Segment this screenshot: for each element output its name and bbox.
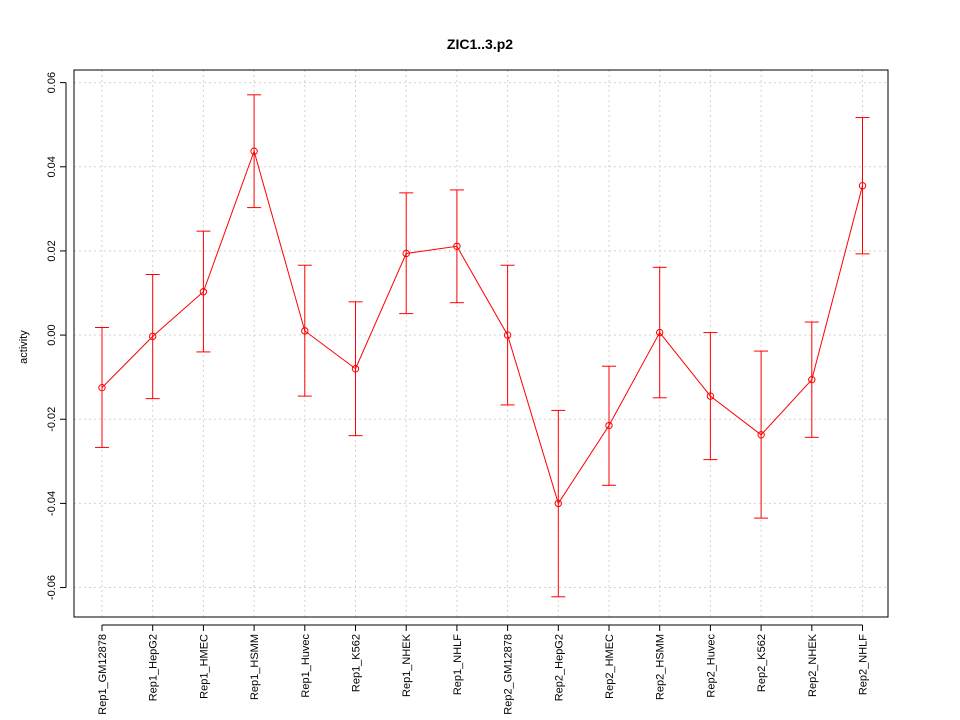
x-tick-label: Rep2_HepG2 (553, 634, 565, 701)
x-tick-label: Rep2_Huvec (705, 634, 717, 698)
data-point (98, 383, 106, 392)
y-tick-label: 0.00 (46, 324, 58, 345)
data-point (808, 375, 816, 384)
y-tick-label: -0.06 (46, 575, 58, 600)
x-tick-label: Rep1_HepG2 (148, 634, 160, 701)
chart-title: ZIC1..3.p2 (447, 36, 513, 52)
x-tick-label: Rep1_Huvec (300, 634, 312, 698)
x-tick-label: Rep1_HSMM (249, 634, 261, 700)
y-axis: 0.06 0.04 0.02 0.00 -0.02 -0.04 -0.06 (46, 72, 67, 600)
data-point (656, 328, 664, 337)
y-tick-label: 0.02 (46, 240, 58, 261)
data-point (554, 499, 562, 508)
y-tick-label: -0.04 (46, 491, 58, 516)
error-bars (95, 94, 870, 598)
y-tick-label: -0.02 (46, 407, 58, 432)
data-point (351, 365, 360, 373)
y-tick-label: 0.06 (46, 72, 58, 93)
data-point (858, 182, 867, 190)
data-point (199, 288, 208, 296)
y-tick-label: 0.04 (46, 156, 58, 177)
data-point (149, 332, 157, 341)
data-point (503, 331, 512, 339)
x-tick-label: Rep2_NHLF (858, 634, 870, 695)
x-tick-label: Rep2_NHEK (807, 633, 819, 697)
data-point (402, 249, 410, 258)
data-point (706, 392, 715, 400)
x-tick-label: Rep2_K562 (756, 634, 768, 692)
x-tick-label: Rep1_GM12878 (97, 634, 109, 715)
plot-frame (73, 69, 889, 618)
data-point (301, 327, 309, 335)
x-tick-label: Rep2_HMEC (604, 634, 616, 699)
data-point (757, 431, 765, 439)
y-axis-label: activity (18, 330, 30, 364)
x-tick-label: Rep2_GM12878 (503, 634, 515, 715)
data-point (250, 147, 258, 155)
x-tick-label: Rep1_NHEK (401, 633, 413, 697)
x-tick-label: Rep1_HMEC (198, 634, 210, 699)
x-axis: Rep1_GM12878 Rep1_HepG2 Rep1_HMEC Rep1_HSMM… (97, 624, 870, 715)
series-line (101, 149, 863, 505)
series-group (98, 147, 867, 508)
data-point (453, 242, 461, 251)
x-tick-label: Rep1_NHLF (452, 634, 464, 695)
grid-lines (74, 70, 888, 617)
x-tick-label: Rep2_HSMM (655, 634, 667, 700)
data-point (605, 421, 613, 430)
x-tick-label: Rep1_K562 (351, 634, 363, 692)
